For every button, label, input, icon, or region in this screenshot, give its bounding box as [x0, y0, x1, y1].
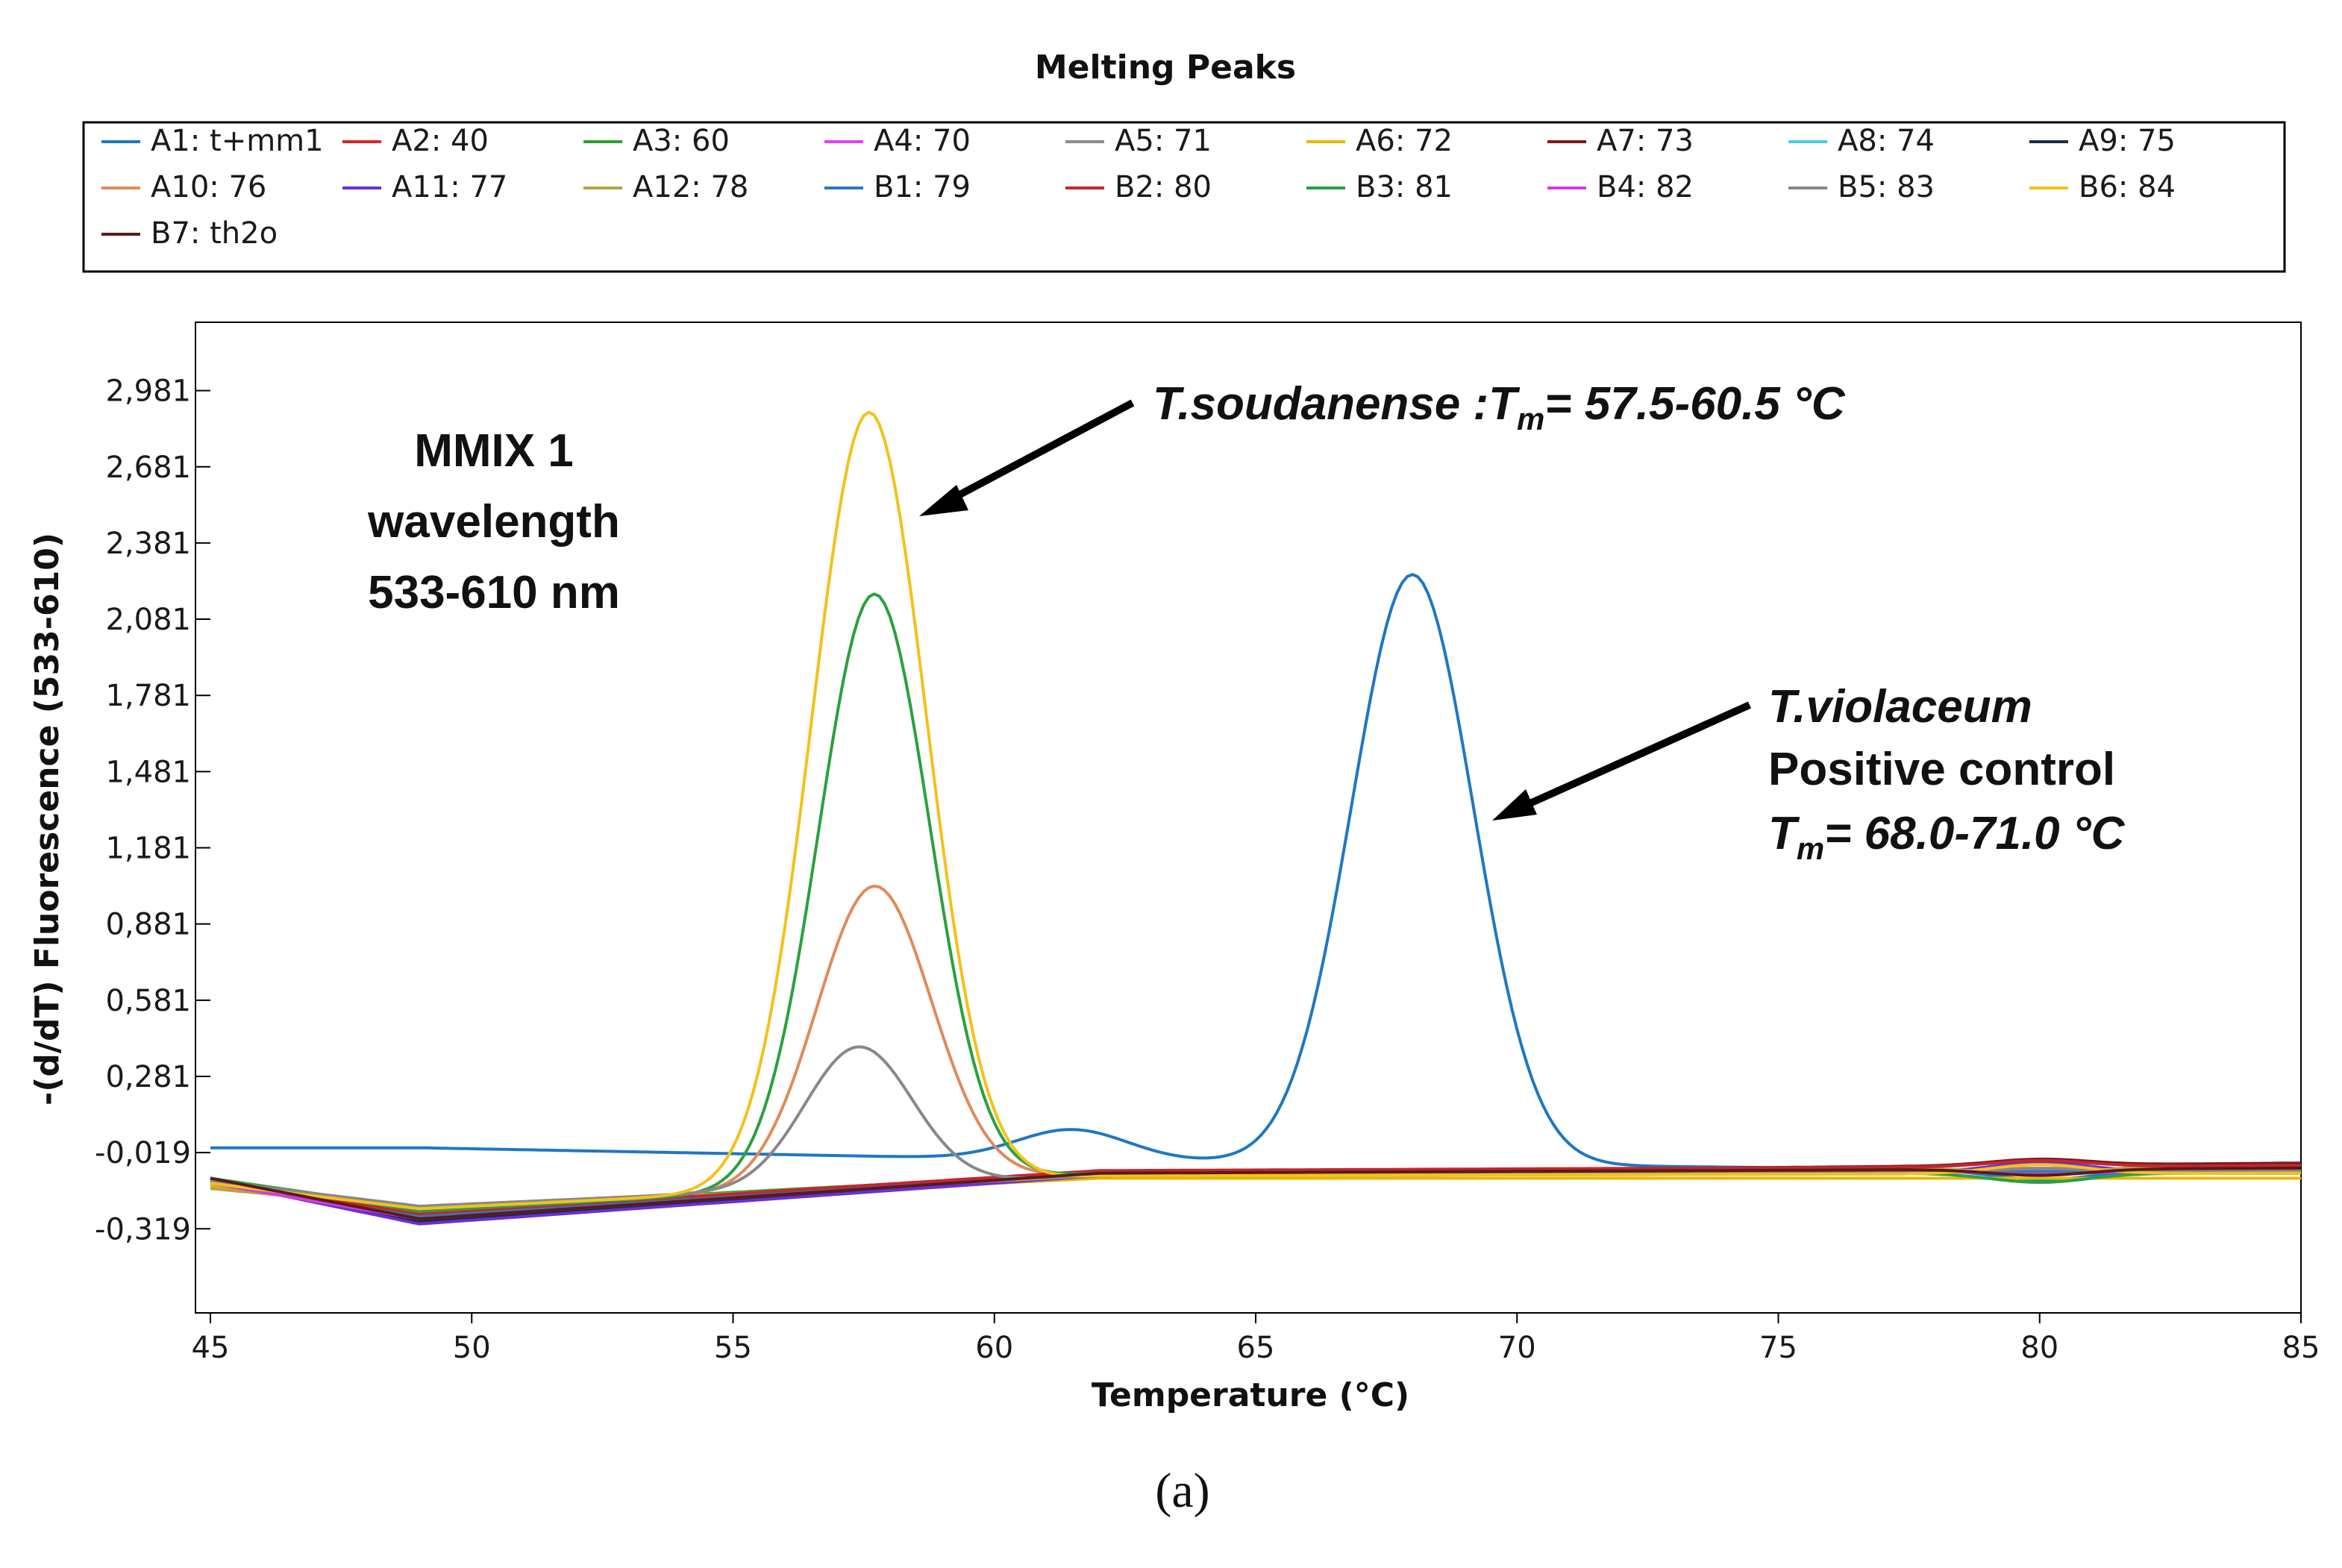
legend-entry: A10: 76 — [101, 170, 266, 204]
legend-label: A4: 70 — [874, 124, 971, 158]
legend-label: B4: 82 — [1597, 170, 1694, 204]
annotation-violaceum-line2: Positive control — [1768, 744, 2115, 795]
legend-label: A3: 60 — [633, 124, 730, 158]
annotation-violaceum-t: T — [1768, 808, 1800, 859]
legend-label: A10: 76 — [151, 170, 266, 204]
legend-entry: B7: th2o — [101, 216, 278, 251]
series-lines — [210, 410, 2302, 1226]
legend-label: A11: 77 — [392, 170, 507, 204]
y-tick-label: -0,319 — [95, 1212, 191, 1246]
x-tick-label: 80 — [2020, 1331, 2058, 1365]
legend-entry: B2: 80 — [1065, 170, 1212, 204]
annotation-mmix-line1: MMIX 1 — [414, 425, 574, 477]
annotation-violaceum-range: = 68.0-71.0 °C — [1824, 808, 2125, 859]
y-tick-label: 0,581 — [105, 984, 191, 1018]
legend-entry: A3: 60 — [583, 124, 730, 158]
x-tick-label: 50 — [453, 1331, 491, 1365]
y-tick-label: 2,381 — [105, 527, 191, 561]
x-axis-label: Temperature (°C) — [1092, 1376, 1409, 1414]
legend-label: A6: 72 — [1356, 124, 1453, 158]
legend-entry: B6: 84 — [2029, 170, 2176, 204]
legend-box — [82, 121, 2286, 273]
x-tick-label: 75 — [1759, 1331, 1797, 1365]
legend-label: A5: 71 — [1115, 124, 1212, 158]
annotation-mmix-line3: 533-610 nm — [368, 567, 620, 618]
y-tick-label: 2,081 — [105, 603, 191, 637]
x-tick-label: 45 — [192, 1331, 230, 1365]
legend-entry: A9: 75 — [2029, 124, 2176, 158]
chart-title: Melting Peaks — [1035, 48, 1296, 87]
annotation-soudanense-species: T.soudanense — [1153, 378, 1460, 430]
legend-entry: A4: 70 — [824, 124, 971, 158]
legend-entry: A7: 73 — [1547, 124, 1694, 158]
legend-entry: A5: 71 — [1065, 124, 1212, 158]
legend-entry: A2: 40 — [342, 124, 489, 158]
annotation-soudanense-tm: :T — [1460, 378, 1521, 430]
y-tick-label: 1,781 — [105, 679, 191, 713]
legend-entry: A1: t+mm1 — [101, 124, 324, 158]
y-tick-label: 0,881 — [105, 908, 191, 942]
legend-label: B5: 83 — [1838, 170, 1935, 204]
x-tick-label: 85 — [2282, 1331, 2320, 1365]
legend-label: B7: th2o — [151, 216, 278, 251]
annotation-soudanense: T.soudanense :Tm= 57.5-60.5 °C — [1153, 378, 1846, 436]
y-axis-label: -(d/dT) Fluorescence (533-610) — [28, 533, 66, 1106]
legend: A1: t+mm1 A2: 40 A3: 60 A4: 70 A5: 71 A6: 72 A… — [101, 124, 2176, 251]
axes: 45 50 55 60 65 70 75 80 85 2,981 2,681 2,381 2,081 1,… — [95, 374, 2320, 1365]
annotation-violaceum-tm: Tm= 68.0-71.0 °C — [1768, 808, 2126, 866]
series-line — [210, 1166, 2301, 1220]
legend-entry: B3: 81 — [1306, 170, 1453, 204]
legend-label: A12: 78 — [633, 170, 748, 204]
legend-entry: B1: 79 — [824, 170, 971, 204]
x-tick-label: 55 — [714, 1331, 752, 1365]
annotation-soudanense-sub: m — [1517, 401, 1544, 436]
legend-entry: A6: 72 — [1306, 124, 1453, 158]
legend-label: B6: 84 — [2079, 170, 2176, 204]
annotation-violaceum-sub: m — [1797, 831, 1824, 866]
y-tick-label: -0,019 — [95, 1136, 191, 1170]
legend-label: B3: 81 — [1356, 170, 1453, 204]
legend-entry: A11: 77 — [342, 170, 507, 204]
legend-entry: B4: 82 — [1547, 170, 1694, 204]
legend-label: A2: 40 — [392, 124, 489, 158]
legend-label: A1: t+mm1 — [151, 124, 324, 158]
y-tick-label: 0,281 — [105, 1060, 191, 1094]
legend-label: B1: 79 — [874, 170, 971, 204]
y-tick-label: 1,181 — [105, 832, 191, 866]
x-tick-label: 60 — [975, 1331, 1013, 1365]
figure-caption: (a) — [1155, 1464, 1209, 1518]
y-tick-label: 2,681 — [105, 451, 191, 485]
y-tick-label: 1,481 — [105, 755, 191, 789]
legend-entry: B5: 83 — [1788, 170, 1935, 204]
x-tick-label: 65 — [1237, 1331, 1275, 1365]
legend-label: A7: 73 — [1597, 124, 1694, 158]
annotation-soudanense-range: = 57.5-60.5 °C — [1544, 378, 1845, 430]
x-tick-label: 70 — [1498, 1331, 1536, 1365]
legend-label: A8: 74 — [1838, 124, 1935, 158]
legend-label: A9: 75 — [2079, 124, 2176, 158]
annotation-mmix-line2: wavelength — [367, 496, 620, 548]
annotation-violaceum-species: T.violaceum — [1768, 681, 2032, 733]
legend-entry: A12: 78 — [583, 170, 748, 204]
legend-label: B2: 80 — [1115, 170, 1212, 204]
y-tick-label: 2,981 — [105, 374, 191, 409]
arrow-soudanense — [919, 399, 1135, 516]
legend-entry: A8: 74 — [1788, 124, 1935, 158]
arrow-violaceum — [1492, 701, 1752, 821]
